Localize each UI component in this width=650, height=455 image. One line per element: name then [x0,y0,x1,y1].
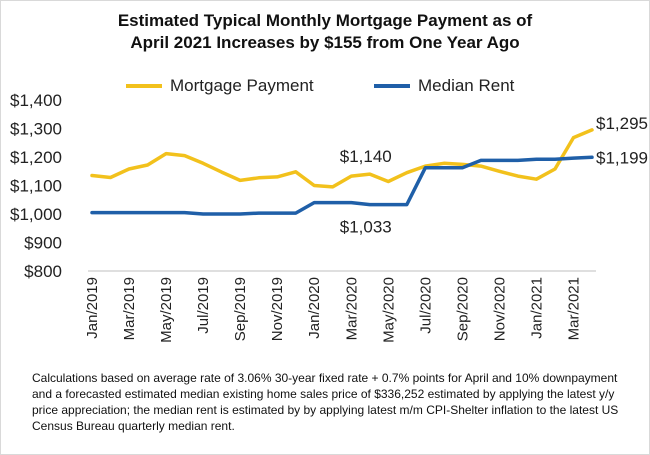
x-tick-label: Sep/2019 [232,277,249,341]
x-tick-label: Jan/2019 [84,277,101,339]
title-line-2: April 2021 Increases by $155 from One Ye… [130,33,520,52]
x-tick-label: Jul/2019 [195,277,212,334]
data-label: $1,199 [596,148,648,167]
legend-item-mortgage: Mortgage Payment [126,76,314,96]
x-tick-label: Mar/2019 [121,277,138,340]
x-tick-label: May/2019 [158,277,175,343]
series-line-mortgage [90,128,594,189]
y-tick-label: $1,300 [10,120,62,139]
footnote: Calculations based on average rate of 3.… [32,371,619,433]
x-tick-label: Mar/2020 [343,277,360,340]
y-tick-label: $1,200 [10,148,62,167]
x-tick-label: Jan/2021 [528,277,545,339]
data-label: $1,033 [340,218,392,237]
legend-swatch-mortgage [126,84,162,88]
x-tick-label: Nov/2020 [491,277,508,341]
y-tick-label: $1,000 [10,205,62,224]
x-tick-label: Jul/2020 [417,277,434,334]
y-tick-label: $800 [24,262,62,281]
legend-swatch-rent [374,84,410,88]
x-tick-label: Nov/2019 [269,277,286,341]
y-tick-label: $1,400 [10,91,62,110]
x-tick-label: Sep/2020 [454,277,471,341]
y-tick-label: $1,100 [10,177,62,196]
data-label: $1,295 [596,114,648,133]
series-line-rent [90,155,594,216]
x-tick-label: Jan/2020 [306,277,323,339]
x-tick-label: Mar/2021 [565,277,582,340]
chart-title: Estimated Typical Monthly Mortgage Payme… [0,10,650,54]
y-tick-label: $900 [24,234,62,253]
data-label: $1,140 [340,147,392,166]
legend-item-rent: Median Rent [374,76,514,96]
chart-legend: Mortgage Payment Median Rent [0,76,650,98]
legend-label-mortgage: Mortgage Payment [170,76,314,95]
legend-label-rent: Median Rent [418,76,515,95]
x-tick-label: May/2020 [380,277,397,343]
title-line-1: Estimated Typical Monthly Mortgage Payme… [117,11,533,30]
